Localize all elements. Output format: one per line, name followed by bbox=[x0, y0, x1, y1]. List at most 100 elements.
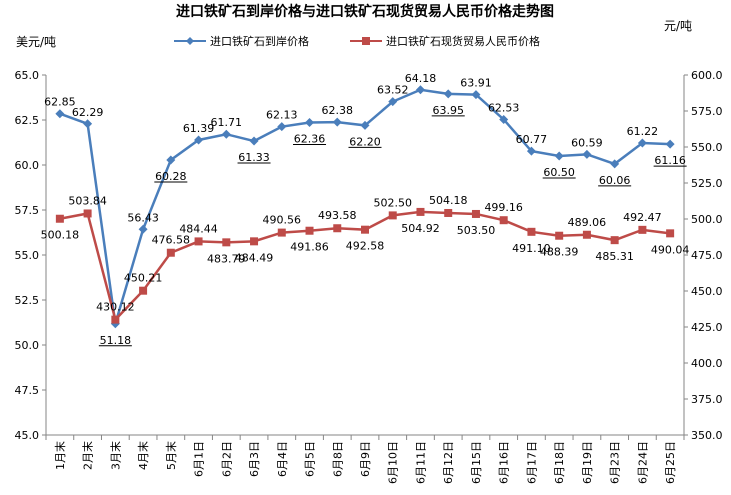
series-point-cif bbox=[388, 97, 398, 107]
chart-title: 进口铁矿石到岸价格与进口铁矿石现货贸易人民币价格走势图 bbox=[176, 3, 554, 20]
legend-label-cif: 进口铁矿石到岸价格 bbox=[210, 34, 309, 48]
x-tick-label: 6月1日 bbox=[193, 441, 206, 477]
series-point-cif bbox=[277, 122, 287, 132]
data-label-cif: 51.18 bbox=[100, 334, 132, 347]
series-point-cif bbox=[637, 138, 647, 148]
data-label-cif: 60.06 bbox=[599, 174, 631, 187]
series-point-rmb bbox=[471, 209, 480, 218]
y-left-tick-label: 47.5 bbox=[15, 384, 40, 397]
data-label-cif: 60.28 bbox=[155, 170, 187, 183]
data-label-rmb: 450.21 bbox=[124, 272, 163, 285]
y-right-tick-label: 425.0 bbox=[691, 321, 723, 334]
data-label-cif: 63.52 bbox=[377, 84, 409, 97]
data-label-rmb: 491.86 bbox=[290, 241, 329, 254]
y-right-tick-label: 600.0 bbox=[691, 69, 723, 82]
series-point-cif bbox=[610, 159, 620, 169]
y-left-unit: 美元/吨 bbox=[16, 35, 56, 49]
data-label-cif: 56.43 bbox=[127, 211, 159, 224]
data-label-rmb: 492.47 bbox=[623, 211, 662, 224]
data-label-rmb: 504.18 bbox=[429, 194, 468, 207]
data-label-rmb: 500.18 bbox=[41, 229, 80, 242]
series-point-rmb bbox=[638, 225, 647, 234]
y-right-tick-label: 475.0 bbox=[691, 249, 723, 262]
legend: 进口铁矿石到岸价格 进口铁矿石现货贸易人民币价格 bbox=[174, 34, 540, 48]
y-left-tick-label: 55.0 bbox=[15, 249, 40, 262]
data-label-cif: 62.36 bbox=[294, 133, 326, 146]
x-tick-label: 6月25日 bbox=[664, 441, 677, 484]
data-label-cif: 61.39 bbox=[183, 122, 215, 135]
axes: 45.0 47.5 50.0 52.5 55.0 57.5 60.0 62.5 65.0 350.… bbox=[15, 69, 723, 484]
legend-marker-rmb bbox=[362, 37, 370, 45]
series-point-rmb bbox=[416, 207, 425, 216]
y-left-tick-label: 45.0 bbox=[15, 429, 40, 442]
x-tick-label: 6月3日 bbox=[248, 441, 261, 477]
x-tick-label: 6月2日 bbox=[220, 441, 233, 477]
y-left-tick-label: 57.5 bbox=[15, 204, 40, 217]
data-label-rmb: 489.06 bbox=[568, 216, 607, 229]
data-label-cif: 60.59 bbox=[571, 136, 603, 149]
series-point-rmb bbox=[194, 237, 203, 246]
data-label-cif: 60.77 bbox=[516, 133, 548, 146]
x-tick-label: 6月8日 bbox=[331, 441, 344, 477]
series-point-cif bbox=[415, 85, 425, 95]
data-label-rmb: 503.50 bbox=[457, 224, 496, 237]
x-tick-label: 6月18日 bbox=[553, 441, 566, 484]
x-tick-label: 5月末 bbox=[164, 441, 178, 470]
series-point-rmb bbox=[361, 225, 369, 234]
data-label-rmb: 504.92 bbox=[401, 222, 440, 235]
data-label-rmb: 491.10 bbox=[512, 242, 551, 255]
x-tick-label: 1月末 bbox=[53, 441, 67, 470]
series-point-rmb bbox=[277, 228, 286, 237]
series-point-cif bbox=[443, 89, 453, 99]
y-right-tick-label: 575.0 bbox=[691, 105, 723, 118]
series-point-rmb bbox=[555, 231, 564, 240]
data-label-rmb: 499.16 bbox=[484, 201, 523, 214]
data-label-rmb: 488.39 bbox=[540, 246, 579, 259]
series-point-cif bbox=[221, 129, 231, 139]
x-tick-label: 2月末 bbox=[81, 441, 95, 470]
data-label-cif: 63.91 bbox=[460, 77, 492, 90]
y-left-tick-label: 62.5 bbox=[15, 114, 40, 127]
series-point-cif bbox=[526, 146, 536, 156]
legend-label-rmb: 进口铁矿石现货贸易人民币价格 bbox=[386, 34, 540, 48]
data-label-cif: 62.85 bbox=[44, 96, 76, 109]
x-tick-label: 3月末 bbox=[108, 441, 122, 470]
y-right-tick-label: 525.0 bbox=[691, 177, 723, 190]
y-left-tick-label: 65.0 bbox=[15, 69, 40, 82]
x-tick-label: 6月11日 bbox=[414, 441, 427, 484]
series-point-rmb bbox=[166, 248, 175, 257]
y-right-tick-label: 450.0 bbox=[691, 285, 723, 298]
series-point-cif bbox=[83, 119, 93, 129]
data-label-rmb: 484.44 bbox=[179, 222, 218, 235]
series-point-rmb bbox=[111, 315, 120, 324]
series-point-cif bbox=[55, 109, 65, 119]
series-point-rmb bbox=[250, 237, 259, 246]
series-point-cif bbox=[194, 135, 204, 145]
x-tick-label: 6月23日 bbox=[609, 441, 622, 484]
x-tick-label: 6月17日 bbox=[525, 441, 538, 484]
series-group bbox=[55, 85, 675, 329]
series-point-cif bbox=[360, 120, 370, 130]
y-right-tick-label: 500.0 bbox=[691, 213, 723, 226]
series-point-rmb bbox=[499, 216, 508, 225]
data-label-rmb: 493.58 bbox=[318, 209, 357, 222]
x-tick-label: 6月15日 bbox=[470, 441, 483, 484]
x-tick-label: 4月末 bbox=[136, 441, 150, 470]
series-point-rmb bbox=[444, 208, 453, 217]
data-label-rmb: 483.79 bbox=[207, 252, 246, 265]
data-label-rmb: 490.56 bbox=[263, 214, 302, 227]
y-left-tick-label: 50.0 bbox=[15, 339, 40, 352]
series-point-rmb bbox=[610, 236, 619, 245]
data-label-cif: 61.71 bbox=[211, 116, 243, 129]
y-right-tick-label: 375.0 bbox=[691, 393, 723, 406]
y-right-unit: 元/吨 bbox=[664, 19, 692, 33]
x-tick-label: 6月12日 bbox=[442, 441, 455, 484]
y-right-tick-label: 350.0 bbox=[691, 429, 723, 442]
x-tick-label: 6月16日 bbox=[498, 441, 511, 484]
data-label-cif: 62.20 bbox=[349, 135, 381, 148]
series-point-cif bbox=[554, 151, 564, 161]
series-point-cif bbox=[471, 90, 481, 100]
